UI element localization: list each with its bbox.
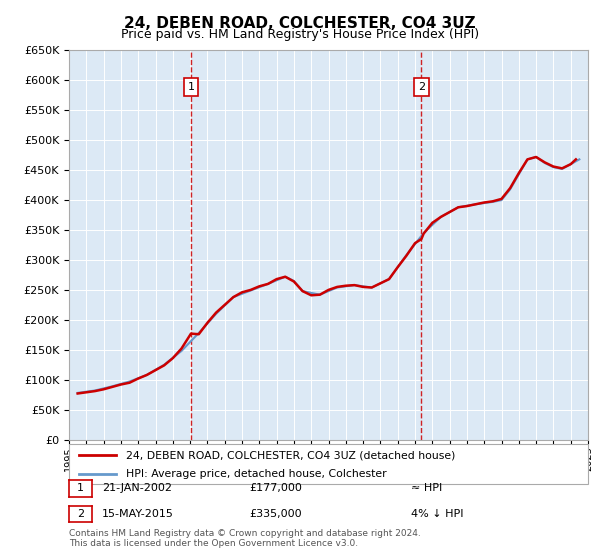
Text: 1: 1 [187,82,194,92]
Text: 2: 2 [77,509,84,519]
Text: 24, DEBEN ROAD, COLCHESTER, CO4 3UZ: 24, DEBEN ROAD, COLCHESTER, CO4 3UZ [124,16,476,31]
Text: 15-MAY-2015: 15-MAY-2015 [102,509,174,519]
FancyBboxPatch shape [69,444,588,484]
Text: ≈ HPI: ≈ HPI [411,483,442,493]
Text: Contains HM Land Registry data © Crown copyright and database right 2024.: Contains HM Land Registry data © Crown c… [69,529,421,538]
Text: £177,000: £177,000 [249,483,302,493]
Text: 24, DEBEN ROAD, COLCHESTER, CO4 3UZ (detached house): 24, DEBEN ROAD, COLCHESTER, CO4 3UZ (det… [126,450,455,460]
Text: 4% ↓ HPI: 4% ↓ HPI [411,509,463,519]
Text: 21-JAN-2002: 21-JAN-2002 [102,483,172,493]
Text: This data is licensed under the Open Government Licence v3.0.: This data is licensed under the Open Gov… [69,539,358,548]
Text: Price paid vs. HM Land Registry's House Price Index (HPI): Price paid vs. HM Land Registry's House … [121,28,479,41]
Text: 2: 2 [418,82,425,92]
Text: HPI: Average price, detached house, Colchester: HPI: Average price, detached house, Colc… [126,469,387,479]
Text: £335,000: £335,000 [249,509,302,519]
Text: 1: 1 [77,483,84,493]
